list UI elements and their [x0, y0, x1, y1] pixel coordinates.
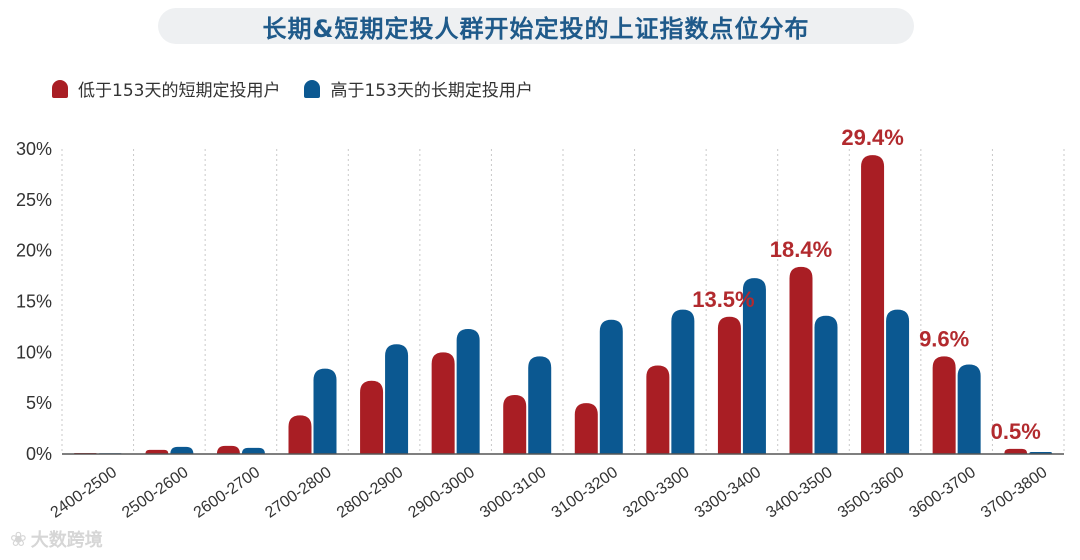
x-tick-label: 3500-3600	[835, 464, 908, 522]
y-tick-label: 5%	[26, 393, 52, 413]
x-tick-label: 2400-2500	[48, 464, 121, 522]
x-tick-label: 3100-3200	[549, 464, 622, 522]
bar-short	[646, 365, 670, 454]
legend-item-long: 高于153天的长期定投用户	[304, 76, 533, 101]
legend-label-short: 低于153天的短期定投用户	[78, 81, 281, 101]
legend-swatch-long	[304, 79, 321, 98]
chart-title: 长期&短期定投人群开始定投的上证指数点位分布	[158, 8, 914, 44]
bar-short	[216, 445, 240, 454]
bar-long	[814, 315, 838, 454]
bar-long	[671, 309, 695, 454]
bar-short	[431, 352, 455, 454]
y-tick-label: 15%	[16, 292, 52, 312]
data-label: 29.4%	[841, 125, 903, 150]
data-label: 18.4%	[770, 237, 832, 262]
bar-short	[360, 380, 384, 454]
data-label: 9.6%	[919, 326, 969, 351]
bar-long	[241, 447, 265, 454]
bar-short	[717, 316, 741, 454]
x-tick-label: 2800-2900	[334, 464, 407, 522]
watermark-text: 大数跨境	[30, 530, 103, 551]
x-tick-label: 2600-2700	[191, 464, 264, 522]
bar-long	[957, 364, 981, 454]
legend: 低于153天的短期定投用户 高于153天的长期定投用户	[52, 76, 557, 101]
bar-long	[313, 368, 337, 454]
x-tick-label: 3300-3400	[692, 464, 765, 522]
bar-short	[932, 356, 956, 454]
x-tick-label: 3400-3500	[763, 464, 836, 522]
bar-long	[886, 309, 910, 454]
bar-long	[456, 328, 480, 454]
watermark: ❀ 大数跨境	[10, 526, 103, 552]
x-tick-label: 3000-3100	[477, 464, 550, 522]
y-tick-label: 10%	[16, 342, 52, 362]
data-label: 0.5%	[991, 419, 1041, 444]
data-label: 13.5%	[692, 287, 754, 312]
y-tick-label: 30%	[16, 139, 52, 159]
y-tick-label: 0%	[26, 444, 52, 464]
x-tick-label: 3200-3300	[620, 464, 693, 522]
bar-short	[789, 266, 813, 454]
bar-long	[742, 278, 766, 454]
x-tick-label: 3600-3700	[906, 464, 979, 522]
bar-short	[1004, 448, 1028, 454]
bar-short	[503, 395, 527, 454]
bar-long	[599, 319, 623, 454]
legend-label-long: 高于153天的长期定投用户	[330, 81, 533, 101]
x-tick-label: 2500-2600	[119, 464, 192, 522]
bar-short	[288, 415, 312, 454]
y-tick-label: 20%	[16, 241, 52, 261]
bar-short	[145, 449, 169, 454]
bar-short	[574, 403, 598, 454]
bar-long	[385, 344, 409, 454]
x-tick-label: 2700-2800	[262, 464, 335, 522]
sprout-icon: ❀	[10, 527, 27, 551]
y-tick-label: 25%	[16, 190, 52, 210]
bar-short	[861, 155, 885, 454]
legend-swatch-short	[52, 79, 68, 98]
bar-long	[528, 356, 552, 454]
x-tick-label: 3700-3800	[978, 464, 1051, 522]
legend-item-short: 低于153天的短期定投用户	[52, 76, 280, 101]
bar-long	[170, 446, 194, 454]
x-tick-label: 2900-3000	[405, 464, 478, 522]
